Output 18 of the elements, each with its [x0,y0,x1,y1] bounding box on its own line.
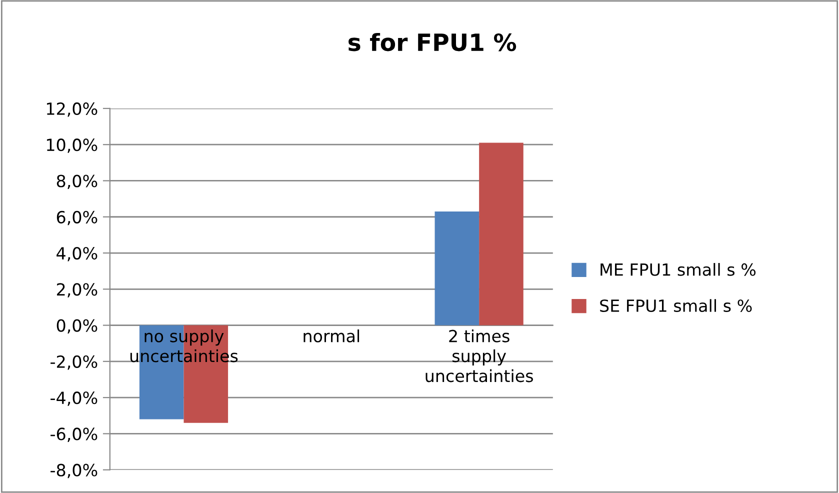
y-tick-label: 0,0% [56,319,98,334]
y-tick-label: -2,0% [50,355,98,370]
bar [479,142,524,326]
y-tick-label: 2,0% [56,283,98,298]
y-tick-label: 12,0% [46,102,98,117]
y-tick-label: -4,0% [50,392,98,406]
x-tick-label: normal [304,329,360,342]
y-tick-label: 8,0% [56,174,98,190]
legend-label: SE FPU1 small s % [600,299,752,312]
y-tick-label: 6,0% [56,210,98,226]
bar [434,211,480,326]
y-tick-label: -6,0% [50,428,98,442]
y-tick-label: -8,0% [50,464,98,478]
y-tick-label: 4,0% [56,246,98,262]
x-tick-label: 2 times supply uncertainties [426,329,533,382]
y-tick-label: 10,0% [46,138,98,153]
chart-title: s for FPU1 % [348,32,516,52]
legend-label: ME FPU1 small s % [600,263,756,276]
